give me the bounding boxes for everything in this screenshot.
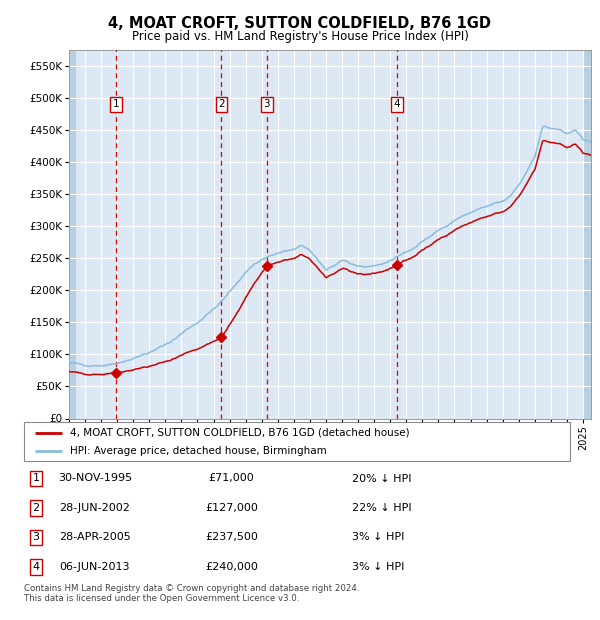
- Text: £240,000: £240,000: [205, 562, 258, 572]
- Text: 3% ↓ HPI: 3% ↓ HPI: [352, 533, 404, 542]
- Text: £71,000: £71,000: [209, 474, 254, 484]
- Text: £237,500: £237,500: [205, 533, 258, 542]
- Bar: [584, 50, 591, 419]
- Text: 3% ↓ HPI: 3% ↓ HPI: [352, 562, 404, 572]
- Text: 28-APR-2005: 28-APR-2005: [59, 533, 131, 542]
- Text: 3: 3: [263, 99, 270, 109]
- Text: 4: 4: [394, 99, 400, 109]
- Text: 20% ↓ HPI: 20% ↓ HPI: [352, 474, 411, 484]
- Text: 30-NOV-1995: 30-NOV-1995: [58, 474, 132, 484]
- Text: 3: 3: [32, 533, 40, 542]
- Text: 28-JUN-2002: 28-JUN-2002: [59, 503, 130, 513]
- Text: 06-JUN-2013: 06-JUN-2013: [60, 562, 130, 572]
- Text: 2: 2: [218, 99, 225, 109]
- FancyBboxPatch shape: [24, 422, 570, 461]
- Text: 1: 1: [32, 474, 40, 484]
- Text: 4, MOAT CROFT, SUTTON COLDFIELD, B76 1GD: 4, MOAT CROFT, SUTTON COLDFIELD, B76 1GD: [109, 16, 491, 30]
- Text: 4: 4: [32, 562, 40, 572]
- Text: 4, MOAT CROFT, SUTTON COLDFIELD, B76 1GD (detached house): 4, MOAT CROFT, SUTTON COLDFIELD, B76 1GD…: [70, 428, 410, 438]
- Text: Contains HM Land Registry data © Crown copyright and database right 2024.
This d: Contains HM Land Registry data © Crown c…: [24, 584, 359, 603]
- Text: 1: 1: [113, 99, 119, 109]
- Text: 2: 2: [32, 503, 40, 513]
- Text: Price paid vs. HM Land Registry's House Price Index (HPI): Price paid vs. HM Land Registry's House …: [131, 30, 469, 43]
- Text: HPI: Average price, detached house, Birmingham: HPI: Average price, detached house, Birm…: [70, 446, 327, 456]
- Text: 22% ↓ HPI: 22% ↓ HPI: [352, 503, 411, 513]
- Text: £127,000: £127,000: [205, 503, 258, 513]
- Bar: [69, 50, 76, 419]
